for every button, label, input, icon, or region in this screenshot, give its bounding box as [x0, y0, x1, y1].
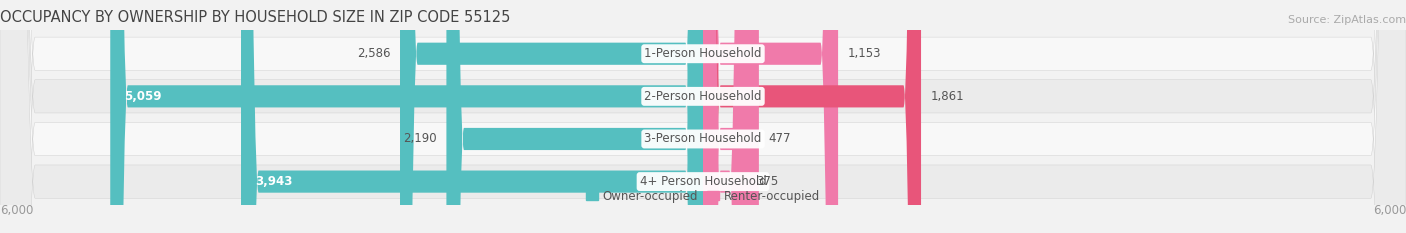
Text: 2-Person Household: 2-Person Household	[644, 90, 762, 103]
Text: 3-Person Household: 3-Person Household	[644, 133, 762, 145]
FancyBboxPatch shape	[110, 0, 703, 233]
Text: 5,059: 5,059	[124, 90, 162, 103]
Text: 6,000: 6,000	[1372, 204, 1406, 217]
Text: 375: 375	[756, 175, 779, 188]
FancyBboxPatch shape	[703, 0, 838, 233]
FancyBboxPatch shape	[703, 0, 921, 233]
Text: 1-Person Household: 1-Person Household	[644, 47, 762, 60]
Text: 1,153: 1,153	[848, 47, 882, 60]
Text: 2,190: 2,190	[404, 133, 437, 145]
Text: 4+ Person Household: 4+ Person Household	[640, 175, 766, 188]
Text: 1,861: 1,861	[931, 90, 965, 103]
Legend: Owner-occupied, Renter-occupied: Owner-occupied, Renter-occupied	[586, 190, 820, 203]
Text: 6,000: 6,000	[0, 204, 34, 217]
FancyBboxPatch shape	[703, 0, 759, 233]
FancyBboxPatch shape	[240, 0, 703, 233]
Text: 477: 477	[768, 133, 790, 145]
Text: 2,586: 2,586	[357, 47, 391, 60]
FancyBboxPatch shape	[401, 0, 703, 233]
FancyBboxPatch shape	[447, 0, 703, 233]
FancyBboxPatch shape	[703, 0, 747, 233]
Text: OCCUPANCY BY OWNERSHIP BY HOUSEHOLD SIZE IN ZIP CODE 55125: OCCUPANCY BY OWNERSHIP BY HOUSEHOLD SIZE…	[0, 10, 510, 25]
Text: Source: ZipAtlas.com: Source: ZipAtlas.com	[1288, 15, 1406, 25]
Text: 3,943: 3,943	[254, 175, 292, 188]
